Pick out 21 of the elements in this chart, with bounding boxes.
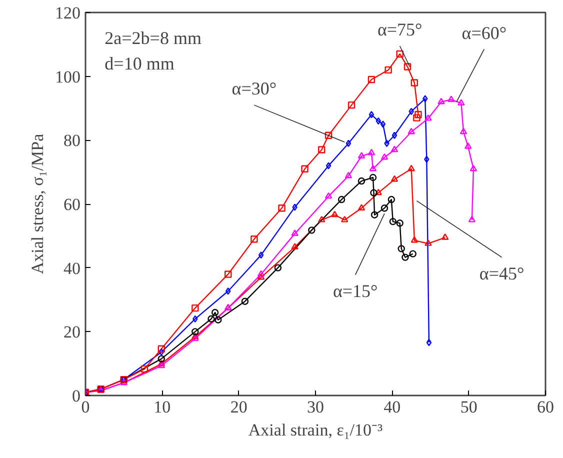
y-tick-label: 80: [64, 131, 80, 150]
x-tick-label: 60: [537, 398, 554, 416]
annotation: α=60°: [462, 22, 507, 43]
x-axis-title: Axial strain, ε₁/10⁻³: [248, 420, 383, 440]
y-tick-label: 100: [55, 67, 80, 86]
y-axis-title: Axial stress, σ₁/MPa: [28, 133, 47, 274]
annotation: α=15°: [332, 281, 378, 302]
annotation: α=75°: [377, 20, 422, 40]
x-tick-label: 50: [460, 398, 478, 416]
annotation: d=10 mm: [104, 54, 174, 74]
x-tick-label: 30: [307, 398, 324, 416]
annotation: 2a=2b=8 mm: [104, 28, 202, 48]
y-tick-label: 20: [64, 322, 80, 342]
annotation: α=45°: [479, 264, 524, 284]
y-tick-label: 40: [64, 258, 80, 278]
y-tick-label: 120: [55, 4, 80, 22]
x-tick-label: 40: [384, 398, 401, 416]
x-tick-label: 10: [154, 398, 171, 416]
y-tick-label: 60: [64, 195, 80, 214]
annotation: α=30°: [232, 78, 277, 99]
x-tick-label: 20: [230, 398, 248, 416]
